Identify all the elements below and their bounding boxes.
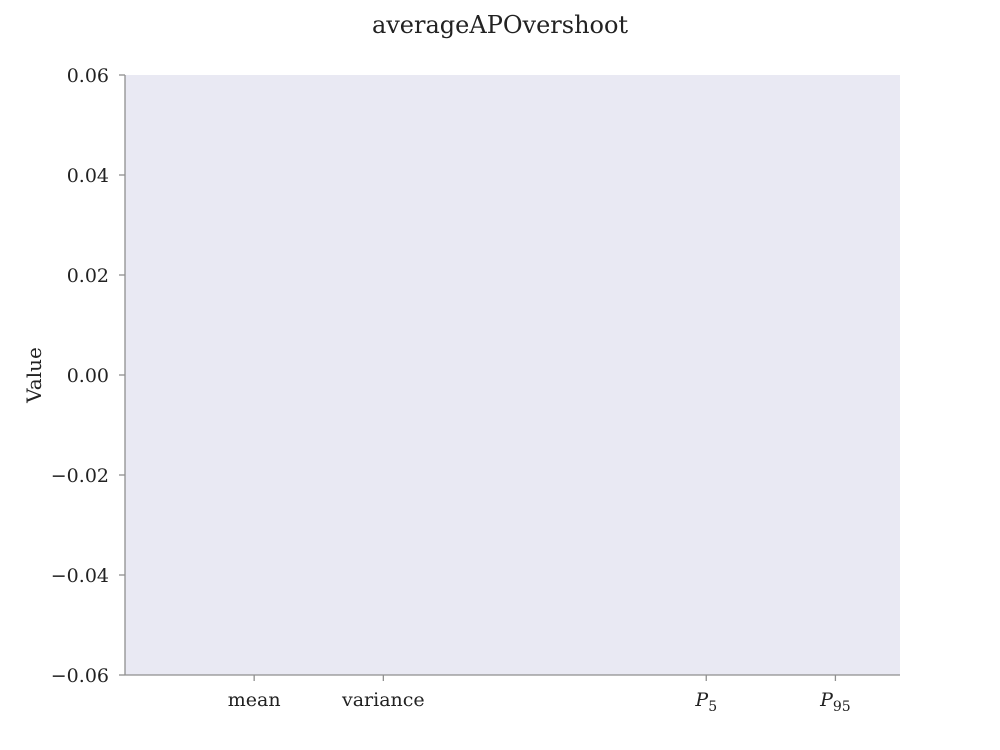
y-tick-label: 0.04 — [67, 165, 109, 187]
y-tick-label: −0.02 — [51, 465, 109, 487]
x-tick-label-mean: mean — [228, 689, 281, 711]
x-axis-ticks: mean variance P5 P95 — [228, 675, 851, 715]
y-tick-label: 0.02 — [67, 265, 109, 287]
y-tick-label: −0.04 — [51, 565, 109, 587]
y-tick-label: −0.06 — [51, 665, 109, 687]
plot-area — [125, 75, 900, 675]
y-axis-ticks: 0.06 0.04 0.02 0.00 −0.02 −0.04 −0.06 — [51, 65, 125, 687]
x-tick-label-variance: variance — [341, 689, 425, 711]
x-tick-label-p95: P95 — [819, 689, 851, 715]
x-tick-label-p5: P5 — [694, 689, 717, 715]
chart-title: averageAPOvershoot — [372, 11, 628, 39]
y-tick-label: 0.00 — [67, 365, 109, 387]
y-tick-label: 0.06 — [67, 65, 109, 87]
y-axis-label: Value — [22, 347, 46, 404]
